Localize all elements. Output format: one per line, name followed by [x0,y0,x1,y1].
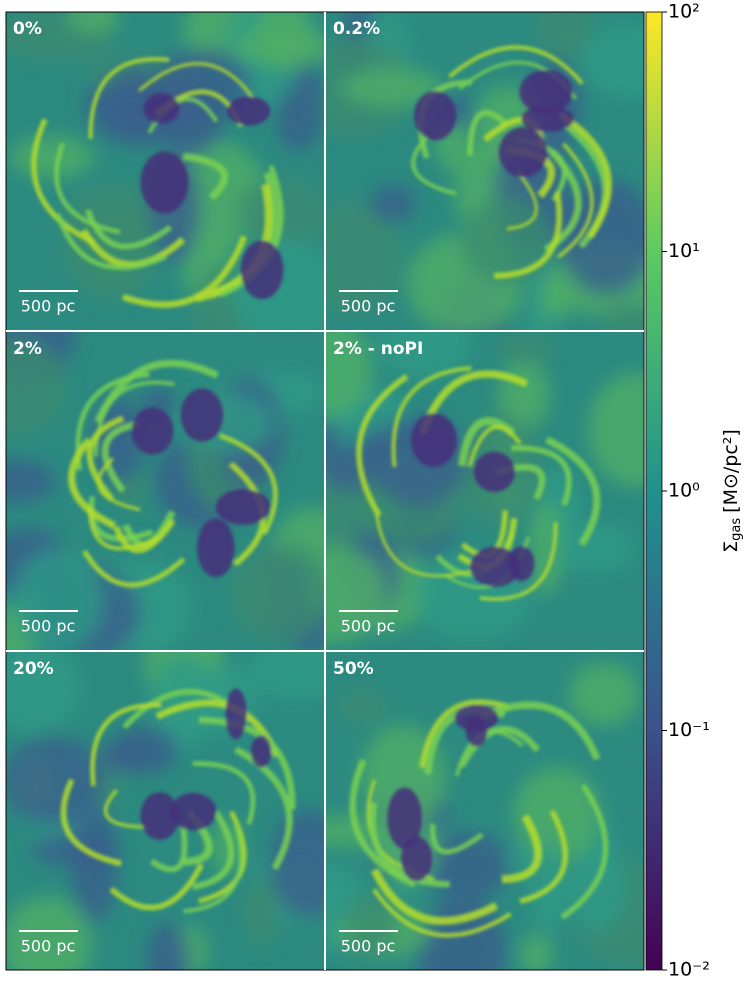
scale-bar-label: 500 pc [21,617,76,636]
colorbar-tick-label: 10⁻¹ [668,719,710,741]
colorbar [645,11,663,971]
panel-label: 0% [13,19,42,39]
panel-label: 0.2% [333,19,380,39]
colorbar-tick-label: 10² [668,1,700,23]
panel-label: 2% - noPI [333,339,423,359]
scale-bar-label: 500 pc [341,937,396,956]
panel-label: 2% [13,339,42,359]
panel: 2% - noPI 500 pc [326,332,644,650]
scale-bar-label: 500 pc [21,937,76,956]
scale-bar-label: 500 pc [341,617,396,636]
scale-bar-label: 500 pc [21,297,76,316]
panel: 0% 500 pc [6,12,324,330]
colorbar-label: Σgas[M⊙/pc²] [720,429,744,553]
colorbar-tick-label: 10⁰ [668,480,700,502]
panel-label: 50% [333,659,374,679]
colorbar-tick-label: 10¹ [668,240,700,262]
colorbar-tick-label: 10⁻² [668,959,710,981]
scale-bar-label: 500 pc [341,297,396,316]
panel-label: 20% [13,659,54,679]
panel: 0.2% 500 pc [326,12,644,330]
panel: 50% 500 pc [326,652,644,970]
panel: 2% 500 pc [6,332,324,650]
panel: 20% 500 pc [6,652,324,970]
